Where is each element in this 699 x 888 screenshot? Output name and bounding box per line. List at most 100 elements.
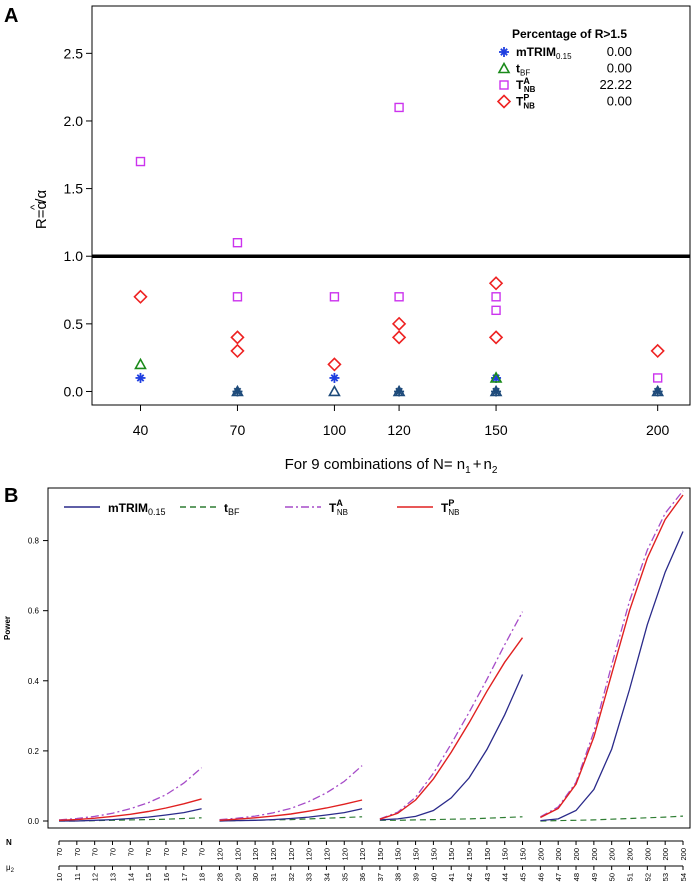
mu2-tick-label: 54: [679, 873, 688, 881]
point-TP: [650, 343, 665, 359]
n-tick-label: 70: [144, 848, 153, 856]
line-mTRIM-group-3: [379, 674, 524, 821]
x-tick-label: 150: [484, 422, 508, 438]
y-tick-label: 2.0: [64, 113, 84, 129]
point-TP: [391, 316, 407, 331]
series-TP: [133, 276, 665, 372]
mu2-tick-label: 11: [73, 873, 82, 881]
row-label-mu2: μ2: [6, 863, 15, 874]
mu2-tick-label: 10: [55, 873, 64, 881]
x-tick-label: 200: [646, 422, 670, 438]
panel-b-label: B: [4, 485, 18, 507]
mu2-tick-label: 16: [162, 873, 171, 881]
line-mTRIM-group-2: [219, 808, 363, 822]
n-tick-label: 200: [643, 848, 652, 861]
point-TA: [232, 292, 243, 302]
legend: Percentage of R>1.5 mTRIM0.15 0.00 tBF 0.00 T…: [496, 27, 632, 111]
n-tick-label: 70: [198, 848, 207, 856]
star-stroke: [136, 374, 145, 382]
mu2-tick-label: 36: [358, 873, 367, 881]
legend-marker-tBF: [497, 61, 511, 74]
n-tick-label: 70: [126, 848, 135, 856]
n-tick-label: 120: [251, 848, 260, 861]
point-tBF: [134, 357, 147, 370]
n-tick-label: 120: [340, 848, 349, 861]
point-TP: [327, 357, 342, 372]
n-tick-label: 150: [447, 848, 456, 861]
n-tick-label: 70: [180, 848, 189, 856]
point-tBF: [231, 384, 244, 397]
mu2-tick-label: 49: [590, 873, 599, 881]
series-mTRIM: [135, 372, 663, 397]
y-tick-label: 0.0: [64, 383, 84, 399]
point-tBF: [489, 384, 503, 397]
series-TA: [135, 102, 663, 383]
point-TA: [491, 292, 501, 302]
legend-value-mTRIM: 0.00: [607, 44, 632, 59]
x-tick-label: 120: [387, 422, 411, 438]
legend-value-TP: 0.00: [607, 94, 632, 109]
legend-label-b-mTRIM: mTRIM0.15: [108, 501, 166, 517]
n-tick-label: 120: [215, 848, 224, 861]
n-tick-label: 200: [661, 848, 670, 861]
x-tick-label: 100: [323, 422, 347, 438]
y-tick-label: 2.5: [64, 45, 84, 61]
n-tick-label: 200: [536, 848, 545, 861]
mu2-tick-label: 13: [108, 873, 117, 881]
plot-frame: [91, 5, 691, 406]
point-TA: [232, 237, 243, 248]
y-tick-label-b: 0.2: [28, 747, 40, 756]
y-axis-label-b: Power: [3, 616, 12, 640]
n-tick-label: 70: [162, 848, 171, 856]
point-mTRIM: [329, 372, 340, 383]
y-axis-label: R=α^/α: [29, 190, 50, 230]
line-TA-group-4: [540, 490, 684, 818]
n-tick-label: 70: [55, 848, 64, 856]
x-axis-label: For 9 combinations of N= n1 + n2: [285, 456, 498, 476]
point-mTRIM: [135, 372, 146, 383]
legend-value-tBF: 0.00: [607, 61, 632, 76]
legend-label-b-TP: TP NB: [441, 498, 459, 517]
mu2-tick-label: 45: [519, 873, 528, 881]
legend-label-mTRIM: mTRIM0.15: [516, 45, 572, 61]
point-TP: [488, 330, 504, 345]
panel-b-chart: 0.0 0.2 0.4 0.6 0.8 Power mTRIM0.15 tBF TA NB TP NB…: [3, 487, 691, 881]
y-tick-label: 1.0: [64, 248, 84, 264]
point-TA: [394, 292, 404, 302]
row-label-n: N: [6, 838, 12, 847]
mu2-tick-label: 28: [215, 873, 224, 881]
line-TA-group-2: [219, 765, 363, 821]
star-stroke: [330, 374, 339, 382]
mu2-tick-label: 31: [269, 873, 278, 881]
legend-label-tBF: tBF: [516, 62, 530, 78]
mu2-tick-label: 32: [287, 873, 296, 881]
x-tick-label: 70: [230, 422, 246, 438]
line-TP-group-1: [58, 798, 202, 821]
line-mTRIM-group-1: [59, 808, 202, 822]
mu2-tick-label: 51: [626, 873, 635, 881]
point-tBF: [651, 384, 665, 397]
mu2-tick-label: 53: [661, 873, 670, 881]
n-tick-label: 120: [287, 848, 296, 861]
n-tick-label: 150: [376, 848, 385, 861]
n-tick-label: 150: [394, 848, 403, 861]
n-tick-label: 200: [590, 848, 599, 861]
point-TP: [230, 343, 245, 359]
n-tick-label: 150: [483, 848, 492, 861]
point-tBF: [328, 384, 341, 397]
legend-marker-TP: [496, 94, 512, 109]
mu2-tick-label: 37: [376, 873, 385, 881]
n-tick-label: 200: [572, 848, 581, 861]
legend-marker-mTRIM: [499, 47, 509, 57]
n-tick-label: 150: [429, 848, 438, 861]
point-TA: [652, 373, 663, 383]
point-TP: [133, 289, 148, 304]
mu2-tick-label: 35: [340, 873, 349, 881]
n-tick-label: 200: [608, 848, 617, 861]
mu2-tick-label: 50: [608, 873, 617, 881]
line-tBF-group-3: [379, 816, 523, 821]
mu2-tick-label: 14: [126, 873, 135, 881]
panel-a-label: A: [4, 5, 18, 27]
point-TA: [329, 292, 340, 302]
